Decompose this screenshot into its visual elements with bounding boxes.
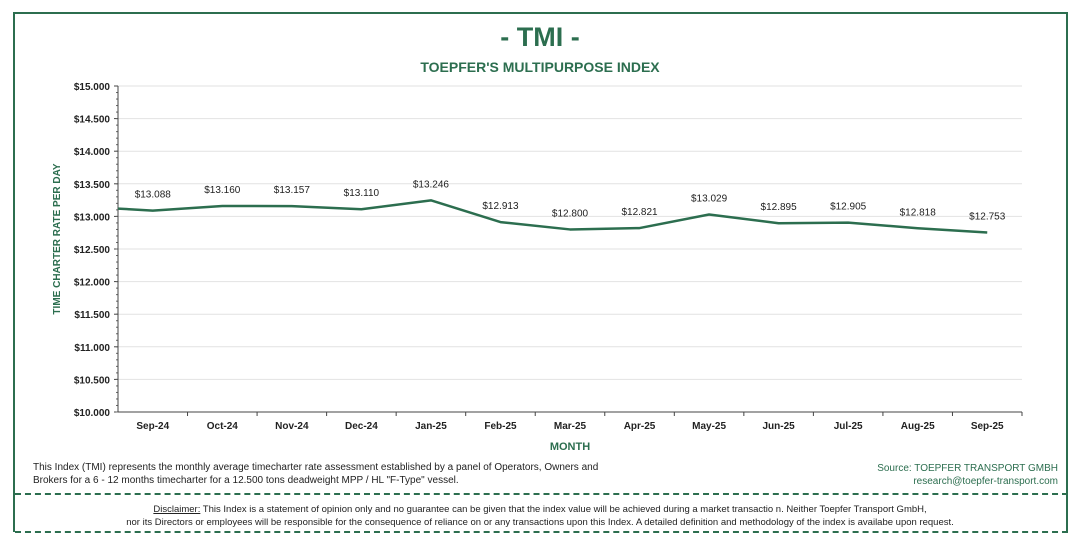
data-label: $13.157	[274, 185, 311, 196]
x-axis-title: MONTH	[550, 441, 590, 453]
x-tick-label: Dec-24	[345, 421, 378, 432]
x-tick-label: Jan-25	[415, 421, 447, 432]
data-label: $13.110	[344, 188, 380, 199]
contact-email[interactable]: research@toepfer-transport.com	[913, 476, 1058, 487]
y-tick-label: $10.000	[74, 408, 111, 419]
line-chart: $10.000 $10.500 $11.000 $11.500 $12.000 $12.5…	[52, 82, 1023, 453]
x-tick-label: Jun-25	[762, 421, 795, 432]
description-line-2: Brokers for a 6 - 12 months timecharter …	[33, 475, 459, 486]
data-label: $13.160	[204, 185, 241, 196]
chart-subtitle: TOEPFER'S MULTIPURPOSE INDEX	[420, 59, 660, 75]
y-tick-label: $13.500	[74, 180, 111, 191]
disclaimer-line-2: nor its Directors or employees will be r…	[126, 517, 954, 528]
disclaimer: Disclaimer: This Index is a statement of…	[0, 503, 1080, 529]
y-tick-label: $13.000	[74, 212, 111, 223]
source-text: Source: TOEPFER TRANSPORT GMBH	[877, 463, 1058, 474]
series-line	[117, 199, 988, 234]
x-tick-label: Apr-25	[624, 421, 656, 432]
data-label: $12.905	[830, 202, 867, 213]
x-tick-label: Sep-24	[136, 421, 169, 432]
disclaimer-label: Disclaimer:	[153, 504, 201, 515]
disclaimer-line-1: This Index is a statement of opinion onl…	[200, 504, 927, 515]
data-label: $12.818	[900, 207, 937, 218]
data-label: $12.753	[969, 212, 1006, 223]
x-tick-label: Nov-24	[275, 421, 309, 432]
data-label: $12.821	[621, 207, 658, 218]
y-tick-label: $10.500	[74, 375, 111, 386]
index-description: This Index (TMI) represents the monthly …	[33, 461, 598, 487]
x-tick-label: May-25	[692, 421, 726, 432]
dashed-bottom-border	[15, 531, 1068, 533]
y-tick-label: $15.000	[74, 82, 111, 93]
frame-border	[13, 12, 1068, 532]
page-title: - TMI -	[500, 22, 580, 52]
y-tick-label: $12.000	[74, 278, 111, 289]
x-tick-label: Sep-25	[971, 421, 1004, 432]
data-label: $12.913	[482, 201, 519, 212]
source-block: Source: TOEPFER TRANSPORT GMBH research@…	[877, 462, 1058, 488]
data-label: $13.246	[413, 179, 450, 190]
data-label: $12.800	[552, 208, 589, 219]
x-tick-label: Feb-25	[484, 421, 517, 432]
y-tick-label: $14.000	[74, 147, 111, 158]
y-tick-label: $11.000	[74, 343, 110, 354]
y-tick-label: $11.500	[74, 310, 110, 321]
data-label: $13.029	[691, 194, 728, 205]
data-label: $13.088	[135, 190, 172, 201]
x-tick-label: Oct-24	[207, 421, 239, 432]
x-tick-label: Jul-25	[834, 421, 863, 432]
x-tick-label: Aug-25	[901, 421, 935, 432]
x-tick-label: Mar-25	[554, 421, 587, 432]
description-line-1: This Index (TMI) represents the monthly …	[33, 462, 599, 473]
data-label: $12.895	[761, 202, 798, 213]
y-tick-label: $14.500	[74, 115, 111, 126]
y-axis-title: TIME CHARTER RATE PER DAY	[52, 163, 63, 314]
y-tick-label: $12.500	[74, 245, 111, 256]
dashed-divider	[15, 493, 1068, 495]
